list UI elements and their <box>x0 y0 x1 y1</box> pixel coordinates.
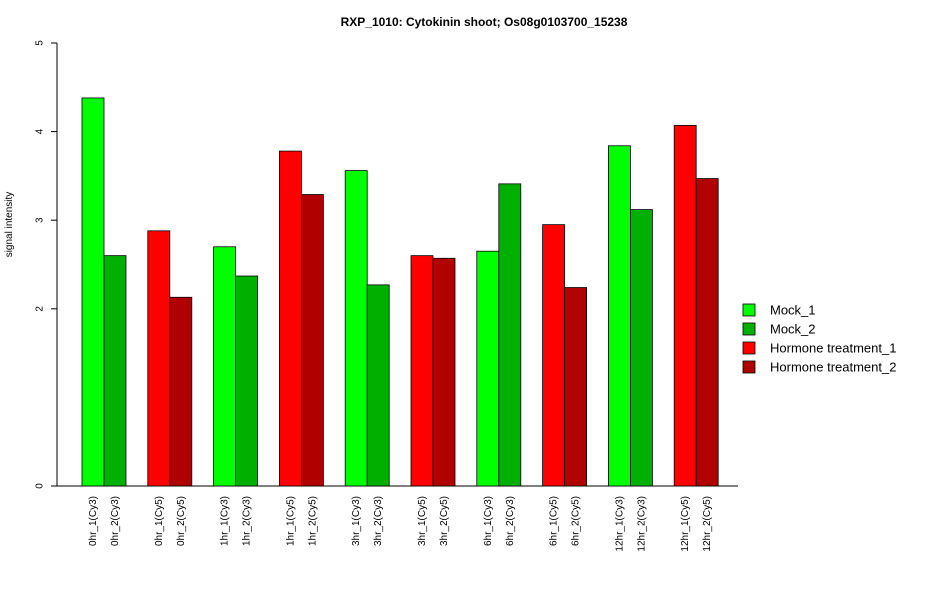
bar-1hr_1(Cy5) <box>278 150 302 487</box>
bar-0hr_2(Cy5) <box>169 296 193 487</box>
y-tick-label: 0 <box>35 483 46 489</box>
bar-12hr_2(Cy5) <box>695 178 719 487</box>
category-label: 6hr_2(Cy5) <box>571 496 582 546</box>
bar-0hr_2(Cy3) <box>103 255 127 487</box>
legend: Mock_1 Mock_2 Hormone treatment_1 Hormone t… <box>742 303 896 375</box>
bar-6hr_2(Cy5) <box>564 287 587 487</box>
legend-label: Mock_1 <box>770 303 816 318</box>
legend-swatch <box>742 322 756 336</box>
category-label: 0hr_2(Cy5) <box>176 496 187 546</box>
bar-0hr_1(Cy5) <box>147 230 171 487</box>
legend-label: Hormone treatment_1 <box>770 341 896 356</box>
category-label: 12hr_2(Cy3) <box>636 496 647 552</box>
bar-1hr_2(Cy5) <box>300 194 324 487</box>
category-label: 0hr_1(Cy3) <box>88 496 99 546</box>
bar-12hr_1(Cy3) <box>608 145 631 487</box>
y-axis: 0 2 3 4 5 <box>35 40 58 489</box>
bar-3hr_1(Cy5) <box>410 255 434 487</box>
legend-swatch <box>742 360 756 374</box>
bar-6hr_2(Cy3) <box>498 183 522 487</box>
category-label: 12hr_1(Cy5) <box>680 496 691 552</box>
legend-label: Hormone treatment_2 <box>770 360 896 375</box>
bar-6hr_1(Cy5) <box>542 224 565 487</box>
category-label: 1hr_1(Cy3) <box>220 496 231 546</box>
bars <box>81 97 719 487</box>
y-tick-label: 5 <box>35 40 46 46</box>
category-label: 0hr_2(Cy3) <box>110 496 121 546</box>
legend-label: Mock_2 <box>770 322 816 337</box>
category-label: 6hr_1(Cy5) <box>549 496 560 546</box>
bar-3hr_1(Cy3) <box>344 170 368 487</box>
bar-3hr_2(Cy3) <box>366 284 390 487</box>
y-tick-label: 3 <box>35 217 46 223</box>
category-label: 1hr_1(Cy5) <box>285 496 296 546</box>
category-labels: 0hr_1(Cy3) 0hr_2(Cy3) 0hr_1(Cy5) 0hr_2(Cy5)… <box>88 496 713 552</box>
category-label: 0hr_1(Cy5) <box>154 496 165 546</box>
legend-swatch <box>742 341 756 355</box>
category-label: 12hr_1(Cy3) <box>614 496 625 552</box>
category-label: 1hr_2(Cy3) <box>242 496 253 546</box>
category-label: 6hr_1(Cy3) <box>483 496 494 546</box>
category-label: 12hr_2(Cy5) <box>702 496 713 552</box>
bar-3hr_2(Cy5) <box>432 257 456 487</box>
y-tick-label: 4 <box>35 128 46 134</box>
y-tick-label: 2 <box>35 306 46 312</box>
bar-0hr_1(Cy3) <box>81 97 105 487</box>
bar-12hr_1(Cy5) <box>673 124 697 487</box>
category-label: 3hr_2(Cy3) <box>373 496 384 546</box>
category-label: 3hr_1(Cy3) <box>351 496 362 546</box>
bar-1hr_2(Cy3) <box>235 275 259 487</box>
category-label: 6hr_2(Cy3) <box>505 496 516 546</box>
legend-swatch <box>742 303 756 317</box>
bar-1hr_1(Cy3) <box>213 246 237 487</box>
category-label: 3hr_1(Cy5) <box>417 496 428 546</box>
y-axis-label: signal intensity <box>4 192 15 258</box>
chart-title: RXP_1010: Cytokinin shoot; Os08g0103700_… <box>341 15 628 29</box>
bar-6hr_1(Cy3) <box>476 250 500 487</box>
bar-12hr_2(Cy3) <box>630 209 653 487</box>
category-label: 1hr_2(Cy5) <box>307 496 318 546</box>
category-label: 3hr_2(Cy5) <box>439 496 450 546</box>
